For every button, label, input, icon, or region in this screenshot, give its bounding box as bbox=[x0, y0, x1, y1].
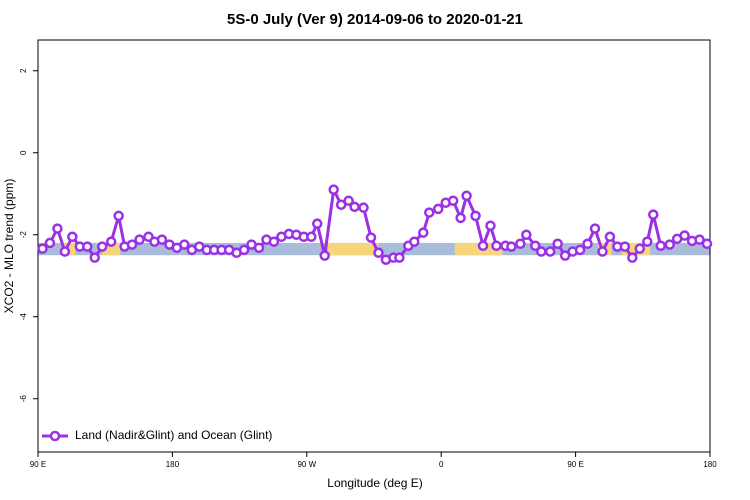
data-point bbox=[156, 234, 168, 245]
data-point bbox=[424, 207, 435, 218]
data-point bbox=[642, 236, 653, 247]
data-point bbox=[179, 239, 190, 250]
y-tick-label: 0 bbox=[19, 150, 28, 155]
data-point bbox=[409, 236, 420, 247]
data-point bbox=[328, 184, 339, 195]
data-point bbox=[306, 231, 317, 243]
x-tick-label: 90 E bbox=[567, 460, 583, 469]
data-point bbox=[96, 241, 108, 252]
data-point bbox=[268, 236, 280, 247]
data-point bbox=[126, 239, 138, 250]
data-point bbox=[530, 240, 541, 252]
chart-title: 5S-0 July (Ver 9) 2014-09-06 to 2020-01-… bbox=[227, 11, 523, 28]
data-point bbox=[506, 241, 517, 252]
data-point bbox=[113, 210, 124, 222]
data-point bbox=[559, 250, 571, 261]
data-point bbox=[648, 209, 659, 220]
data-point bbox=[358, 202, 369, 213]
data-point bbox=[59, 246, 71, 257]
data-point bbox=[655, 240, 666, 252]
data-point bbox=[634, 243, 646, 254]
data-point bbox=[604, 231, 616, 243]
data-point bbox=[373, 247, 384, 259]
data-point bbox=[544, 246, 556, 257]
data-point bbox=[253, 242, 265, 254]
data-point bbox=[521, 229, 532, 240]
legend-label: Land (Nadir&Glint) and Ocean (Glint) bbox=[75, 428, 272, 442]
land-segment bbox=[454, 242, 503, 256]
y-tick-label: -4 bbox=[19, 313, 28, 321]
data-point bbox=[461, 190, 472, 202]
data-point bbox=[515, 238, 526, 249]
x-tick-label: 90 E bbox=[30, 460, 46, 469]
data-point bbox=[312, 218, 323, 229]
y-tick-label: -6 bbox=[19, 395, 28, 403]
x-axis-label: Longitude (deg E) bbox=[327, 476, 422, 490]
data-point bbox=[365, 232, 377, 243]
data-point bbox=[589, 223, 601, 234]
data-point bbox=[52, 223, 63, 234]
data-point bbox=[105, 236, 117, 247]
data-point bbox=[470, 210, 481, 222]
data-point bbox=[536, 246, 547, 257]
data-point bbox=[455, 212, 466, 224]
data-point bbox=[238, 244, 250, 256]
data-point bbox=[491, 240, 502, 252]
data-point bbox=[664, 239, 675, 250]
data-point bbox=[574, 244, 586, 256]
data-point bbox=[694, 234, 705, 245]
data-point bbox=[319, 250, 330, 261]
data-point bbox=[597, 246, 608, 257]
data-point bbox=[89, 252, 100, 263]
data-point bbox=[343, 195, 354, 206]
data-point bbox=[627, 252, 638, 263]
data-point bbox=[335, 199, 347, 211]
data-point bbox=[44, 237, 56, 249]
data-point bbox=[82, 241, 93, 252]
legend-marker bbox=[49, 430, 61, 442]
x-tick-label: 180 bbox=[703, 460, 717, 469]
data-point bbox=[349, 201, 360, 213]
data-point bbox=[552, 238, 563, 249]
data-point bbox=[37, 243, 48, 254]
data-point bbox=[432, 203, 444, 215]
data-point bbox=[619, 241, 631, 252]
y-tick-label: 2 bbox=[19, 68, 28, 73]
data-point bbox=[485, 220, 496, 231]
x-tick-label: 0 bbox=[439, 460, 444, 469]
data-point bbox=[134, 234, 145, 245]
data-point bbox=[701, 238, 713, 249]
y-tick-label: -2 bbox=[19, 231, 28, 239]
x-tick-label: 180 bbox=[166, 460, 180, 469]
data-point bbox=[582, 238, 593, 249]
data-point bbox=[447, 195, 459, 206]
data-point bbox=[394, 252, 405, 263]
land-segment bbox=[327, 242, 379, 256]
data-point bbox=[477, 240, 489, 252]
data-point bbox=[679, 230, 690, 241]
data-point bbox=[418, 227, 429, 238]
y-axis-label: XCO2 - MLO trend (ppm) bbox=[2, 179, 16, 314]
data-point bbox=[67, 231, 78, 243]
x-tick-label: 90 W bbox=[297, 460, 316, 469]
